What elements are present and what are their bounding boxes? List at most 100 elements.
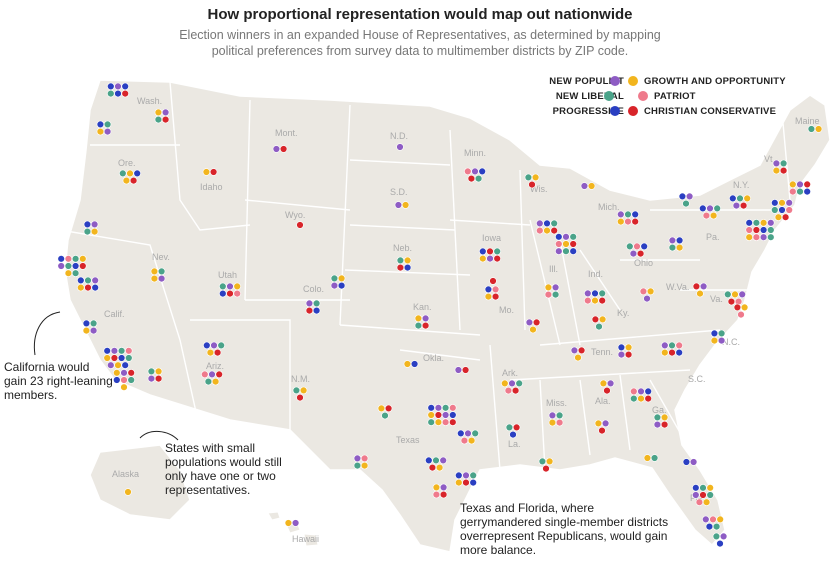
winner-dot [699, 204, 707, 213]
winner-dot [738, 290, 746, 299]
map-land [64, 79, 831, 553]
winner-dot [79, 262, 87, 270]
winner-dot [312, 299, 321, 308]
state-label-colo: Colo. [303, 284, 324, 294]
state-label-hawaii: Hawaii [292, 534, 319, 544]
state-label-tenn: Tenn. [591, 347, 613, 357]
winner-dot [803, 187, 811, 196]
winner-dot [595, 322, 603, 331]
winner-dot [544, 290, 553, 299]
winner-dot [771, 206, 779, 214]
winner-dot [630, 387, 638, 396]
winner-dot [778, 199, 786, 207]
winner-dot [660, 420, 669, 429]
winner-dot [759, 226, 768, 234]
winner-dot [591, 296, 599, 305]
winner-dot [360, 461, 369, 470]
winner-dot [157, 267, 166, 276]
winner-dot [462, 478, 470, 487]
winner-dot [781, 213, 790, 221]
winner-dot [736, 194, 744, 203]
winner-dot [509, 430, 517, 439]
winner-dot [460, 436, 469, 445]
state-label-nd: N.D. [390, 131, 408, 141]
winner-dot [732, 201, 741, 210]
winner-dot [603, 386, 611, 395]
winner-dot [79, 255, 87, 263]
winner-dot [709, 211, 718, 220]
winner-dot [478, 167, 486, 176]
winner-dot [219, 282, 227, 291]
state-label-nc: N.C. [722, 337, 740, 347]
winner-dot [464, 429, 472, 438]
winner-dot [598, 315, 607, 324]
winner-dot [296, 393, 304, 402]
state-label-mich: Mich. [598, 202, 620, 212]
winner-dot [789, 187, 797, 196]
winner-dot [484, 292, 493, 301]
winner-dot [692, 491, 700, 499]
winner-dot [449, 411, 457, 419]
winner-dot [668, 236, 677, 245]
winner-dot [550, 219, 558, 228]
winner-dot [493, 247, 501, 256]
winner-dot [90, 220, 99, 229]
winner-dot [491, 285, 500, 294]
winner-dot [719, 532, 728, 541]
winner-dot [515, 379, 523, 388]
winner-dot [403, 256, 412, 265]
winner-dot [439, 483, 448, 492]
winner-dot [577, 346, 586, 355]
winner-dot [653, 413, 662, 422]
winner-dot [83, 227, 92, 236]
winner-dot [713, 204, 721, 213]
winner-dot [425, 456, 433, 465]
state-label-miss: Miss. [546, 398, 567, 408]
winner-dot [644, 394, 652, 403]
winner-dot [646, 287, 655, 296]
state-label-utah: Utah [218, 270, 237, 280]
winner-dot [401, 201, 410, 209]
winner-dot [716, 515, 724, 524]
winner-dot [96, 127, 105, 136]
winner-dot [807, 125, 816, 133]
winner-dot [536, 219, 544, 228]
winner-dot [469, 478, 477, 487]
winner-dot [631, 210, 639, 219]
winner-dot [771, 199, 779, 207]
winner-dot [682, 199, 690, 208]
winner-dot [745, 233, 753, 241]
winner-dot [716, 539, 724, 548]
winner-dot [441, 411, 450, 419]
state-label-nm: N.M. [291, 374, 310, 384]
winner-dot [113, 376, 121, 384]
winner-dot [427, 404, 435, 412]
winner-dot [441, 404, 450, 412]
winner-dot [570, 346, 579, 355]
state-label-iowa: Iowa [482, 233, 501, 243]
winner-dot [208, 370, 216, 379]
winner-dot [774, 213, 783, 221]
winner-dot [555, 418, 564, 427]
winner-dot [279, 145, 288, 153]
winner-dot [449, 404, 457, 412]
winner-dot [702, 498, 711, 506]
winner-dot [702, 515, 710, 524]
winner-dot [353, 461, 362, 470]
winner-dot [421, 321, 430, 330]
winner-dot [512, 423, 521, 432]
winner-dot [381, 411, 389, 420]
winner-dot [643, 294, 651, 303]
winner-dot [464, 167, 472, 176]
winner-dot [484, 285, 493, 294]
winner-dot [427, 411, 435, 419]
winner-dot [121, 82, 129, 91]
winner-dot [617, 343, 626, 352]
winner-dot [147, 367, 156, 376]
winner-dot [154, 115, 163, 124]
winner-dot [601, 419, 610, 428]
winner-dot [83, 220, 92, 229]
winner-dot [617, 350, 626, 359]
winner-dot [660, 413, 669, 422]
winner-dot [712, 522, 721, 531]
